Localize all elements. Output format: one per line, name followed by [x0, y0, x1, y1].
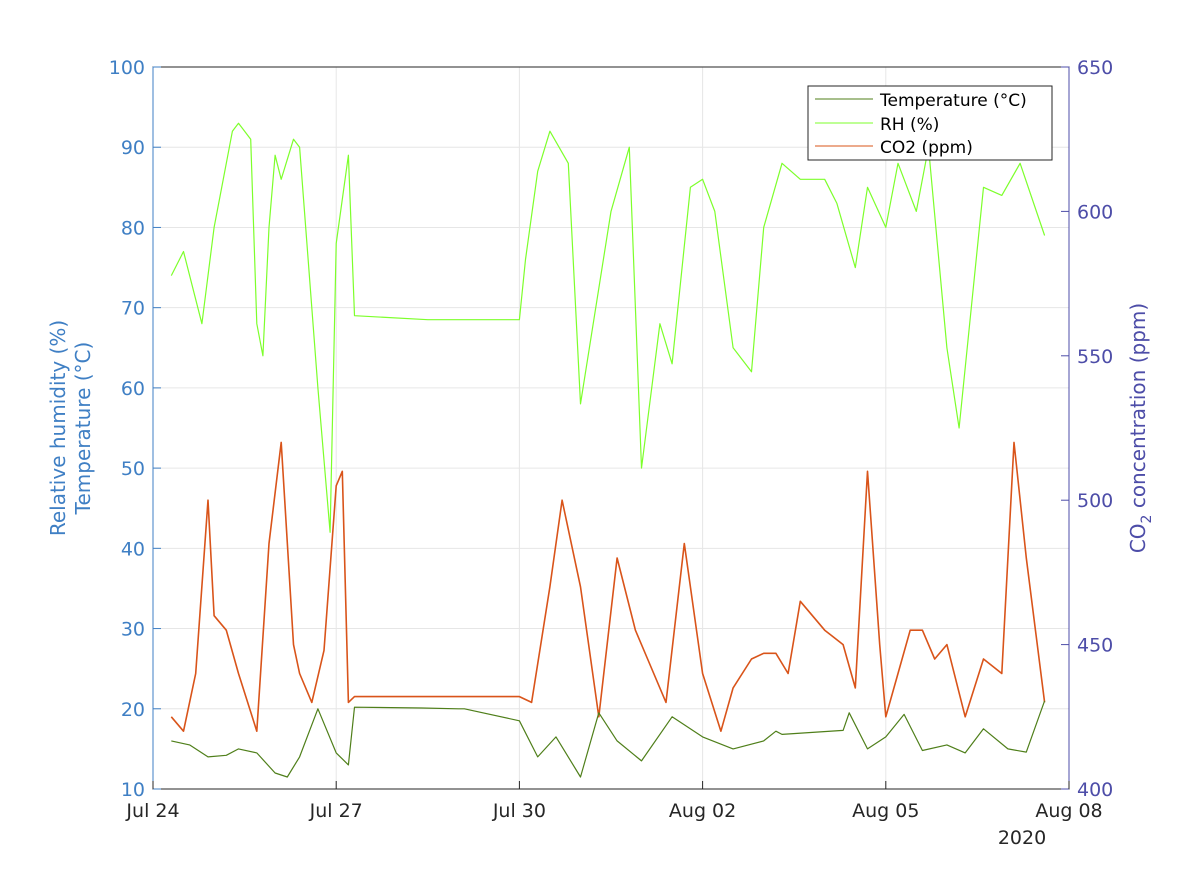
- right-axis-label-main: CO: [1126, 523, 1150, 553]
- right-axis-label-rest: concentration (ppm): [1126, 303, 1150, 515]
- series-line-rh: [170, 122, 1046, 533]
- right-y-axis: 400 450 500 550 600 650: [1061, 57, 1113, 801]
- left-tick-label: 60: [121, 378, 145, 400]
- x-axis: Jul 24 Jul 27 Jul 30 Aug 02 Aug 05 Aug 08: [125, 781, 1103, 822]
- left-tick-label: 40: [121, 538, 145, 560]
- x-tick-label: Aug 05: [852, 800, 919, 822]
- left-axis-label-line1: Relative humidity (%): [46, 320, 70, 536]
- x-tick-label: Jul 27: [309, 800, 363, 822]
- left-tick-label: 80: [121, 217, 145, 239]
- right-axis-label-subscript: 2: [1139, 515, 1155, 524]
- x-tick-label: Aug 08: [1035, 800, 1102, 822]
- left-tick-label: 20: [121, 699, 145, 721]
- right-tick-label: 400: [1077, 779, 1113, 801]
- legend-label-temperature: Temperature (°C): [879, 91, 1027, 111]
- x-axis-year-label: 2020: [998, 827, 1046, 849]
- x-tick-label: Aug 02: [669, 800, 736, 822]
- series-layer: [170, 122, 1046, 778]
- right-tick-label: 650: [1077, 57, 1113, 79]
- legend: Temperature (°C) RH (%) CO2 (ppm): [807, 85, 1053, 161]
- left-tick-label: 50: [121, 458, 145, 480]
- left-y-axis: 10 20 30 40 50 60 70 80 90 100: [109, 57, 161, 801]
- left-tick-label: 10: [121, 779, 145, 801]
- left-axis-label-line2: Temperature (°C): [71, 342, 95, 516]
- left-tick-label: 70: [121, 298, 145, 320]
- right-tick-label: 500: [1077, 490, 1113, 512]
- left-tick-label: 30: [121, 619, 145, 641]
- right-tick-label: 450: [1077, 635, 1113, 657]
- right-tick-label: 600: [1077, 201, 1113, 223]
- x-tick-label: Jul 30: [492, 800, 546, 822]
- x-tick-label: Jul 24: [125, 800, 179, 822]
- right-axis-label: CO2 concentration (ppm): [1126, 303, 1155, 553]
- legend-label-co2: CO2 (ppm): [880, 138, 973, 158]
- left-tick-label: 100: [109, 57, 145, 79]
- series-line-temperature: [171, 700, 1046, 778]
- right-tick-label: 550: [1077, 346, 1113, 368]
- series-line-co2: [170, 441, 1046, 733]
- legend-label-rh: RH (%): [880, 115, 939, 135]
- left-tick-label: 90: [121, 137, 145, 159]
